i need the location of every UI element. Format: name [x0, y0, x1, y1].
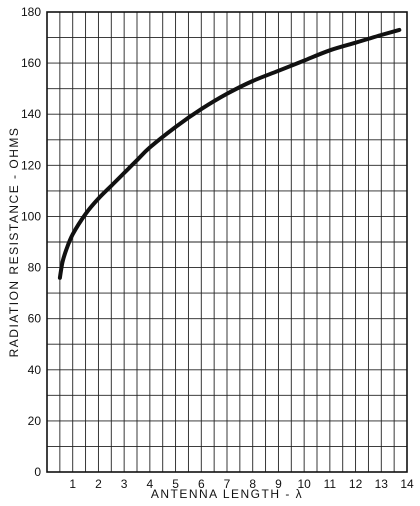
x-tick-label: 10	[297, 477, 311, 491]
y-tick-label: 140	[21, 107, 41, 121]
x-tick-label: 1	[69, 477, 76, 491]
y-tick-label: 80	[28, 261, 42, 275]
x-tick-label: 3	[121, 477, 128, 491]
chart-grid	[47, 12, 407, 472]
y-axis-label: RADIATION RESISTANCE - OHMS	[7, 127, 21, 358]
y-tick-label: 60	[28, 312, 42, 326]
x-tick-label: 6	[198, 477, 205, 491]
resistance-curve	[57, 27, 402, 280]
x-tick-label: 8	[249, 477, 256, 491]
y-tick-label: 120	[21, 158, 41, 172]
y-tick-label: 40	[28, 363, 42, 377]
x-tick-label: 12	[349, 477, 363, 491]
x-tick-label: 13	[375, 477, 389, 491]
plot-frame	[46, 11, 408, 473]
x-axis-label: ANTENNA LENGTH - λ	[151, 487, 303, 501]
x-tick-label: 4	[147, 477, 154, 491]
x-tick-label: 2	[95, 477, 102, 491]
x-tick-label: 7	[224, 477, 231, 491]
x-tick-label: 14	[400, 477, 414, 491]
y-tick-label: 20	[28, 414, 42, 428]
x-tick-label: 11	[324, 477, 337, 491]
y-tick-label: 100	[21, 209, 41, 223]
y-tick-label: 0	[34, 465, 41, 479]
x-tick-label: 5	[172, 477, 179, 491]
x-tick-label: 9	[275, 477, 282, 491]
axis-ticks: 1 2 3 4 5 6 7 8 9 10 11 12 13 14020406080100120140160…	[21, 5, 414, 491]
y-tick-label: 180	[21, 5, 41, 19]
y-tick-label: 160	[21, 56, 41, 70]
